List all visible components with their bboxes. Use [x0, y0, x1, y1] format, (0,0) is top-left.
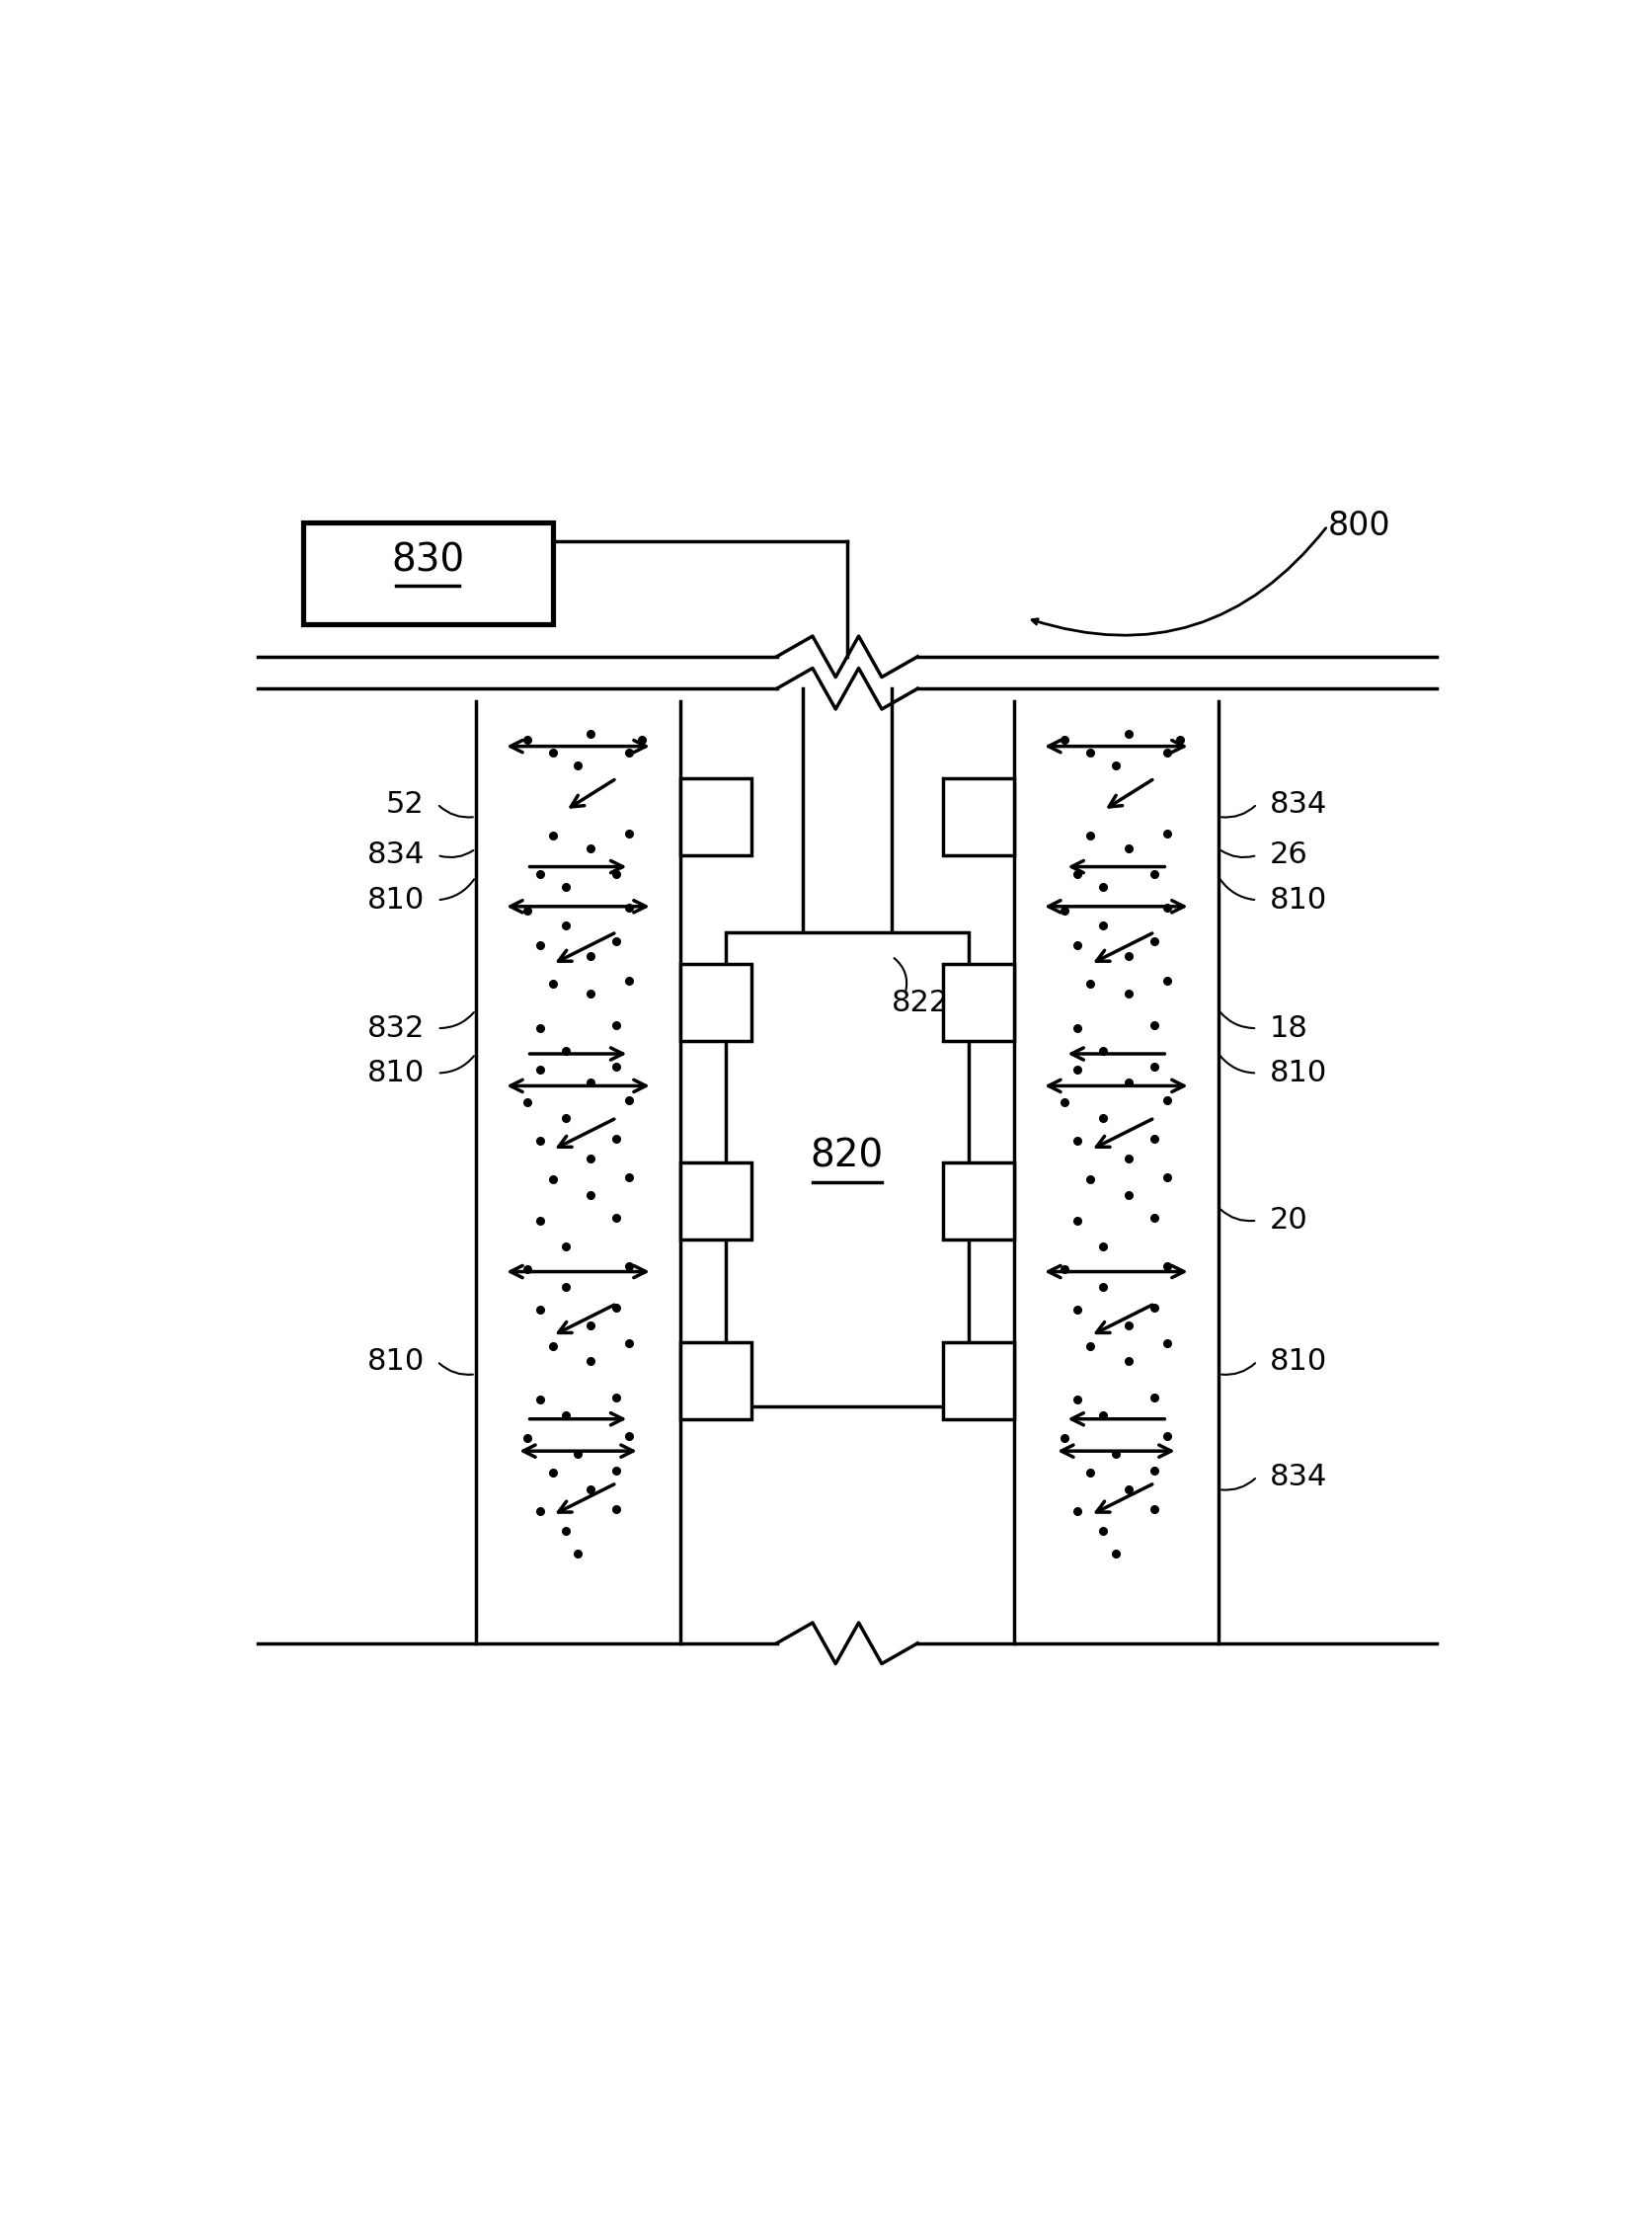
Text: 810: 810: [1269, 1059, 1327, 1088]
Bar: [302, 522, 552, 625]
Text: 830: 830: [392, 542, 464, 580]
Text: 834: 834: [1269, 790, 1327, 817]
Text: 20: 20: [1269, 1207, 1307, 1234]
Text: 26: 26: [1269, 842, 1307, 869]
Text: 834: 834: [367, 842, 425, 869]
Bar: [943, 1341, 1013, 1420]
Text: 834: 834: [1269, 1462, 1327, 1491]
Bar: [943, 779, 1013, 855]
Bar: [725, 931, 968, 1406]
Text: 810: 810: [1269, 1348, 1327, 1375]
Bar: [681, 779, 750, 855]
Text: 820: 820: [809, 1137, 884, 1175]
Bar: [943, 1162, 1013, 1240]
Text: 52: 52: [387, 790, 425, 817]
Bar: [681, 1341, 750, 1420]
Text: 810: 810: [367, 1059, 425, 1088]
Text: 810: 810: [367, 887, 425, 914]
Bar: [681, 965, 750, 1041]
Text: 810: 810: [367, 1348, 425, 1375]
Text: 810: 810: [1269, 887, 1327, 914]
Text: 822: 822: [892, 987, 948, 1017]
Text: 800: 800: [1327, 510, 1389, 542]
Bar: [943, 965, 1013, 1041]
Text: 832: 832: [367, 1014, 425, 1043]
Bar: [681, 1162, 750, 1240]
Text: 18: 18: [1269, 1014, 1307, 1043]
